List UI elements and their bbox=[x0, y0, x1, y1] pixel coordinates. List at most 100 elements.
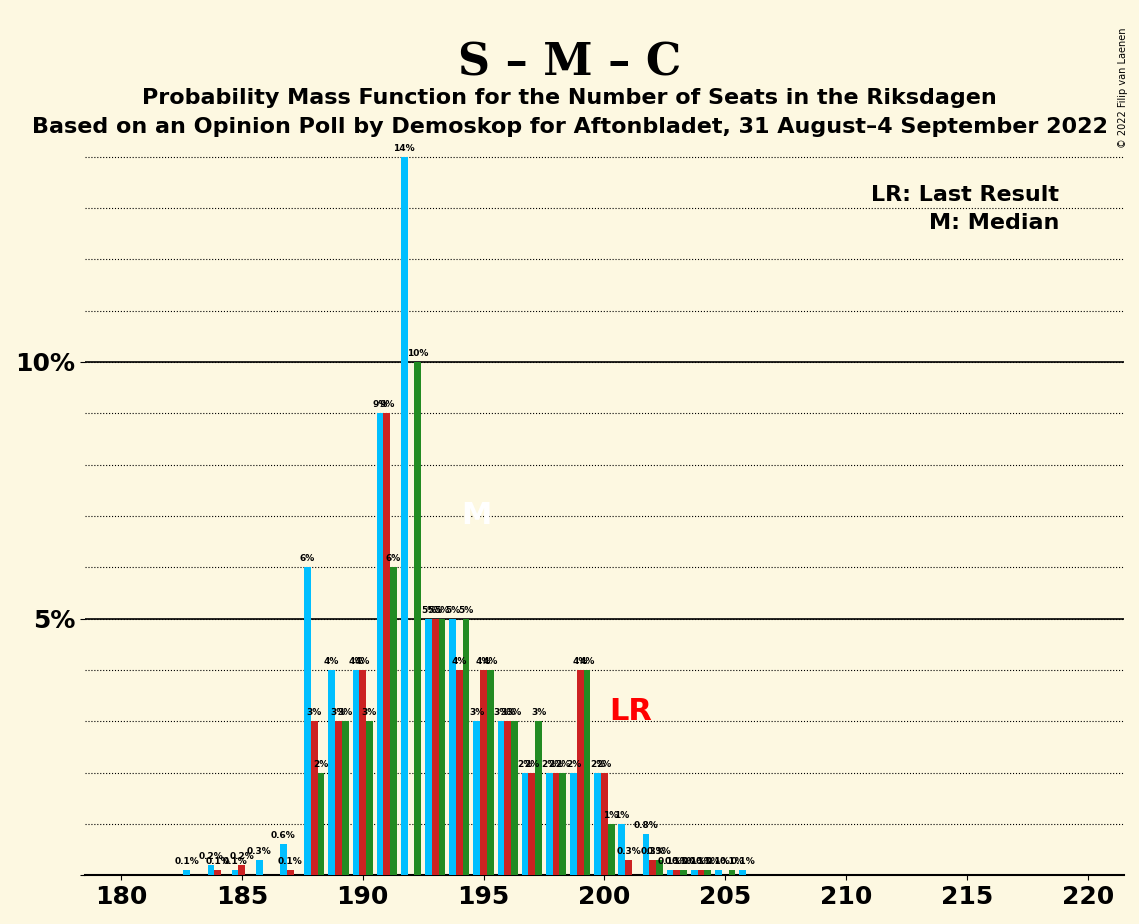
Text: 0.1%: 0.1% bbox=[682, 857, 706, 866]
Bar bbox=[304, 567, 311, 875]
Bar bbox=[214, 870, 221, 875]
Bar bbox=[511, 722, 518, 875]
Bar bbox=[528, 772, 535, 875]
Text: 0.1%: 0.1% bbox=[671, 857, 696, 866]
Bar bbox=[486, 670, 493, 875]
Bar bbox=[231, 870, 238, 875]
Bar bbox=[439, 619, 445, 875]
Text: 0.1%: 0.1% bbox=[696, 857, 720, 866]
Bar bbox=[704, 870, 711, 875]
Bar bbox=[739, 870, 746, 875]
Text: 4%: 4% bbox=[349, 657, 363, 666]
Text: © 2022 Filip van Laenen: © 2022 Filip van Laenen bbox=[1117, 28, 1128, 148]
Text: M: M bbox=[461, 502, 492, 530]
Text: 5%: 5% bbox=[427, 605, 443, 614]
Bar bbox=[666, 870, 673, 875]
Text: 0.1%: 0.1% bbox=[278, 857, 303, 866]
Bar bbox=[522, 772, 528, 875]
Bar bbox=[207, 865, 214, 875]
Text: 6%: 6% bbox=[386, 554, 401, 564]
Text: 2%: 2% bbox=[524, 760, 540, 769]
Bar bbox=[498, 722, 505, 875]
Text: LR: LR bbox=[609, 697, 653, 725]
Bar bbox=[715, 870, 722, 875]
Bar bbox=[680, 870, 687, 875]
Text: 3%: 3% bbox=[469, 708, 484, 717]
Bar bbox=[384, 413, 391, 875]
Text: 4%: 4% bbox=[355, 657, 370, 666]
Text: 0.1%: 0.1% bbox=[205, 857, 230, 866]
Text: 2%: 2% bbox=[597, 760, 612, 769]
Bar bbox=[328, 670, 335, 875]
Text: 3%: 3% bbox=[531, 708, 547, 717]
Text: 0.1%: 0.1% bbox=[720, 857, 745, 866]
Bar bbox=[311, 722, 318, 875]
Text: 0.1%: 0.1% bbox=[223, 857, 247, 866]
Bar bbox=[559, 772, 566, 875]
Text: 0.1%: 0.1% bbox=[689, 857, 713, 866]
Bar bbox=[576, 670, 583, 875]
Bar bbox=[535, 722, 542, 875]
Text: 2%: 2% bbox=[542, 760, 557, 769]
Bar bbox=[401, 157, 408, 875]
Text: 10%: 10% bbox=[407, 349, 428, 358]
Text: 6%: 6% bbox=[300, 554, 316, 564]
Text: 0.2%: 0.2% bbox=[229, 852, 254, 861]
Text: Based on an Opinion Poll by Demoskop for Aftonbladet, 31 August–4 September 2022: Based on an Opinion Poll by Demoskop for… bbox=[32, 117, 1107, 138]
Bar bbox=[673, 870, 680, 875]
Bar bbox=[238, 865, 245, 875]
Text: 3%: 3% bbox=[500, 708, 515, 717]
Bar bbox=[642, 834, 649, 875]
Text: 2%: 2% bbox=[566, 760, 581, 769]
Text: 0.1%: 0.1% bbox=[706, 857, 731, 866]
Bar bbox=[691, 870, 698, 875]
Bar bbox=[608, 824, 615, 875]
Text: 2%: 2% bbox=[555, 760, 571, 769]
Bar bbox=[335, 722, 342, 875]
Text: 4%: 4% bbox=[483, 657, 498, 666]
Text: 9%: 9% bbox=[372, 400, 387, 409]
Text: 0.2%: 0.2% bbox=[198, 852, 223, 861]
Text: 1%: 1% bbox=[604, 811, 618, 820]
Text: 4%: 4% bbox=[580, 657, 595, 666]
Text: 3%: 3% bbox=[507, 708, 522, 717]
Bar bbox=[546, 772, 552, 875]
Text: 2%: 2% bbox=[590, 760, 605, 769]
Text: 0.3%: 0.3% bbox=[247, 846, 271, 856]
Text: 0.8%: 0.8% bbox=[633, 821, 658, 830]
Text: 0.6%: 0.6% bbox=[271, 832, 296, 840]
Text: 1%: 1% bbox=[614, 811, 630, 820]
Text: 3%: 3% bbox=[306, 708, 322, 717]
Text: 0.1%: 0.1% bbox=[730, 857, 755, 866]
Text: 9%: 9% bbox=[379, 400, 394, 409]
Bar bbox=[415, 362, 421, 875]
Bar bbox=[649, 860, 656, 875]
Text: 4%: 4% bbox=[476, 657, 491, 666]
Bar bbox=[729, 870, 736, 875]
Text: 3%: 3% bbox=[493, 708, 508, 717]
Text: 2%: 2% bbox=[313, 760, 329, 769]
Bar bbox=[449, 619, 456, 875]
Bar bbox=[552, 772, 559, 875]
Bar bbox=[618, 824, 625, 875]
Bar bbox=[698, 870, 704, 875]
Text: 2%: 2% bbox=[517, 760, 533, 769]
Bar bbox=[342, 722, 349, 875]
Text: Probability Mass Function for the Number of Seats in the Riksdagen: Probability Mass Function for the Number… bbox=[142, 88, 997, 108]
Text: 4%: 4% bbox=[573, 657, 588, 666]
Text: 3%: 3% bbox=[362, 708, 377, 717]
Text: 4%: 4% bbox=[452, 657, 467, 666]
Text: LR: Last Result: LR: Last Result bbox=[871, 185, 1059, 205]
Bar bbox=[456, 670, 462, 875]
Text: M: Median: M: Median bbox=[929, 213, 1059, 233]
Text: 3%: 3% bbox=[330, 708, 346, 717]
Bar bbox=[377, 413, 384, 875]
Text: 0.3%: 0.3% bbox=[647, 846, 672, 856]
Bar bbox=[474, 722, 481, 875]
Text: 2%: 2% bbox=[548, 760, 564, 769]
Bar bbox=[287, 870, 294, 875]
Text: 0.1%: 0.1% bbox=[174, 857, 199, 866]
Bar bbox=[366, 722, 372, 875]
Bar bbox=[481, 670, 486, 875]
Bar bbox=[462, 619, 469, 875]
